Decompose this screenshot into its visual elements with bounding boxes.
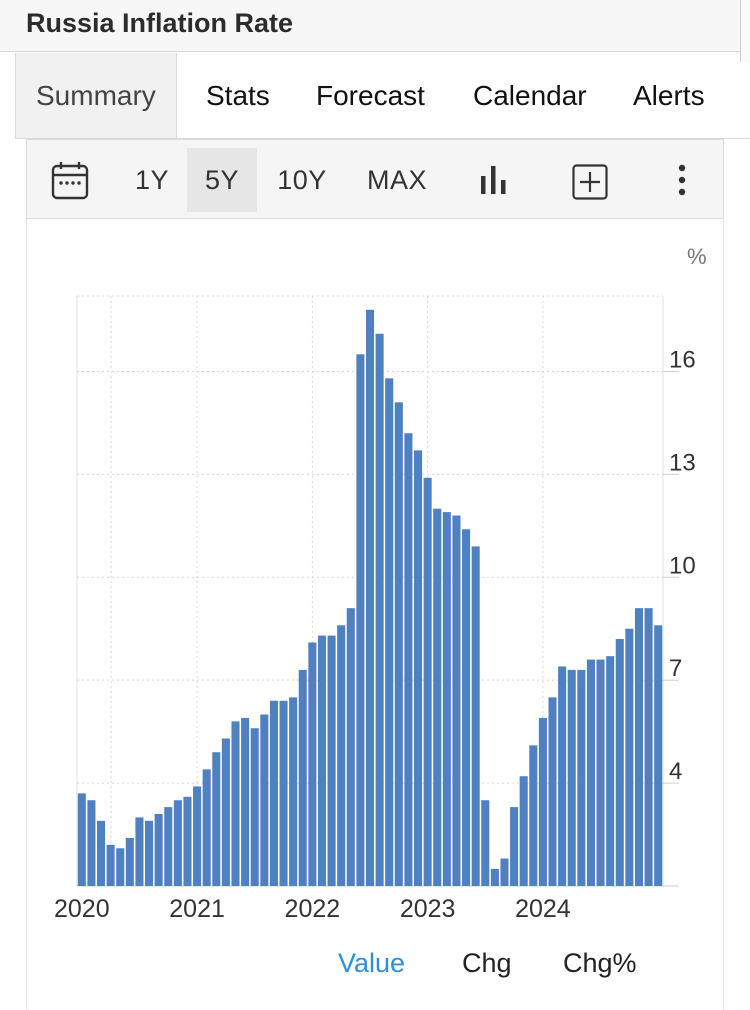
bar[interactable] [250, 728, 259, 886]
bar[interactable] [490, 868, 499, 886]
x-tick-label: 2022 [285, 895, 341, 923]
bar[interactable] [279, 700, 288, 886]
range-10y-button[interactable]: 10Y [277, 165, 327, 195]
inflation-bar-chart: 4 7 10 13 16% 2020 2021 2022 2023 2024 [54, 244, 707, 923]
y-tick-label: 4 [669, 758, 682, 785]
bar[interactable] [519, 776, 528, 886]
bar[interactable] [634, 608, 644, 886]
x-tick-label: 2023 [400, 895, 456, 923]
bar[interactable] [365, 309, 375, 887]
bar[interactable] [87, 800, 96, 886]
bar[interactable] [442, 512, 451, 886]
bar[interactable] [116, 848, 125, 886]
bar[interactable] [164, 807, 173, 886]
bar[interactable] [183, 796, 192, 886]
bar[interactable] [375, 333, 384, 887]
chart-panel: 4 7 10 13 16% 2020 2021 2022 2023 2024 [26, 219, 724, 1010]
bar[interactable] [538, 717, 547, 886]
page-title: Russia Inflation Rate [26, 8, 294, 38]
bar[interactable] [231, 721, 240, 886]
bar[interactable] [500, 858, 509, 886]
bar[interactable] [145, 820, 154, 886]
bar[interactable] [135, 817, 144, 886]
bar[interactable] [356, 354, 365, 886]
bar[interactable] [385, 378, 394, 886]
bar[interactable] [654, 625, 663, 886]
chart-toolbar: 1Y 5Y 10Y MAX [26, 139, 724, 219]
scroll-edge [740, 0, 750, 62]
bar[interactable] [260, 714, 269, 886]
y-tick-label: 7 [669, 655, 682, 682]
edge-divider [740, 0, 741, 62]
tab-calendar[interactable]: Calendar [473, 80, 587, 111]
chg-toggle[interactable]: Chg [462, 948, 512, 978]
tab-summary[interactable]: Summary [15, 53, 177, 138]
add-icon[interactable] [572, 164, 608, 205]
bar[interactable] [289, 697, 298, 886]
bar[interactable] [577, 669, 586, 886]
bar[interactable] [414, 450, 423, 886]
bar[interactable] [298, 669, 307, 886]
bar[interactable] [596, 659, 605, 886]
bar[interactable] [96, 820, 106, 886]
bar[interactable] [327, 635, 336, 886]
bar[interactable] [644, 608, 653, 886]
bar[interactable] [241, 717, 250, 886]
bar[interactable] [586, 659, 595, 886]
bar[interactable] [625, 628, 634, 886]
range-5y-button[interactable]: 5Y [187, 148, 257, 212]
bar[interactable] [77, 793, 86, 886]
bar[interactable] [202, 769, 211, 886]
x-tick-label: 2020 [54, 895, 110, 923]
bar[interactable] [452, 515, 461, 886]
tab-forecast[interactable]: Forecast [316, 80, 425, 111]
title-bar: Russia Inflation Rate [0, 0, 740, 52]
y-tick-label: 13 [669, 449, 696, 476]
tab-stats[interactable]: Stats [206, 80, 270, 111]
bar[interactable] [510, 807, 519, 886]
bar[interactable] [212, 752, 221, 886]
bar[interactable] [471, 546, 480, 886]
bar[interactable] [481, 800, 490, 886]
y-tick-label: 10 [669, 552, 696, 579]
bar[interactable] [125, 837, 134, 886]
bar[interactable] [606, 656, 615, 886]
bar[interactable] [308, 642, 317, 886]
bar[interactable] [221, 738, 230, 887]
bar[interactable] [615, 639, 624, 886]
more-icon[interactable] [677, 164, 687, 201]
bar-chart-icon[interactable] [479, 164, 509, 201]
bar[interactable] [423, 477, 432, 886]
chg-pct-toggle[interactable]: Chg% [563, 948, 637, 978]
bar[interactable] [317, 635, 326, 886]
bar[interactable] [269, 700, 278, 886]
y-tick-label: 16 [669, 346, 696, 373]
x-tick-label: 2024 [515, 895, 571, 923]
value-toggle[interactable]: Value [338, 948, 406, 978]
tab-bar: Summary Stats Forecast Calendar Alerts [15, 53, 750, 139]
bar[interactable] [558, 666, 567, 886]
bar[interactable] [173, 800, 182, 886]
range-1y-button[interactable]: 1Y [134, 165, 170, 195]
bar[interactable] [548, 697, 557, 886]
bar[interactable] [462, 529, 471, 886]
bar[interactable] [337, 625, 346, 886]
x-tick-label: 2021 [169, 895, 225, 923]
calendar-icon[interactable] [51, 160, 89, 205]
bar[interactable] [106, 844, 115, 886]
bar[interactable] [346, 608, 355, 886]
bar[interactable] [193, 786, 202, 886]
y-unit-label: % [687, 244, 707, 269]
bar[interactable] [529, 745, 538, 886]
bar[interactable] [433, 508, 442, 886]
tab-alerts[interactable]: Alerts [633, 80, 705, 111]
bar[interactable] [404, 433, 413, 886]
bar[interactable] [154, 813, 163, 886]
bar[interactable] [567, 669, 576, 886]
range-max-button[interactable]: MAX [366, 165, 427, 195]
bar[interactable] [394, 402, 403, 886]
